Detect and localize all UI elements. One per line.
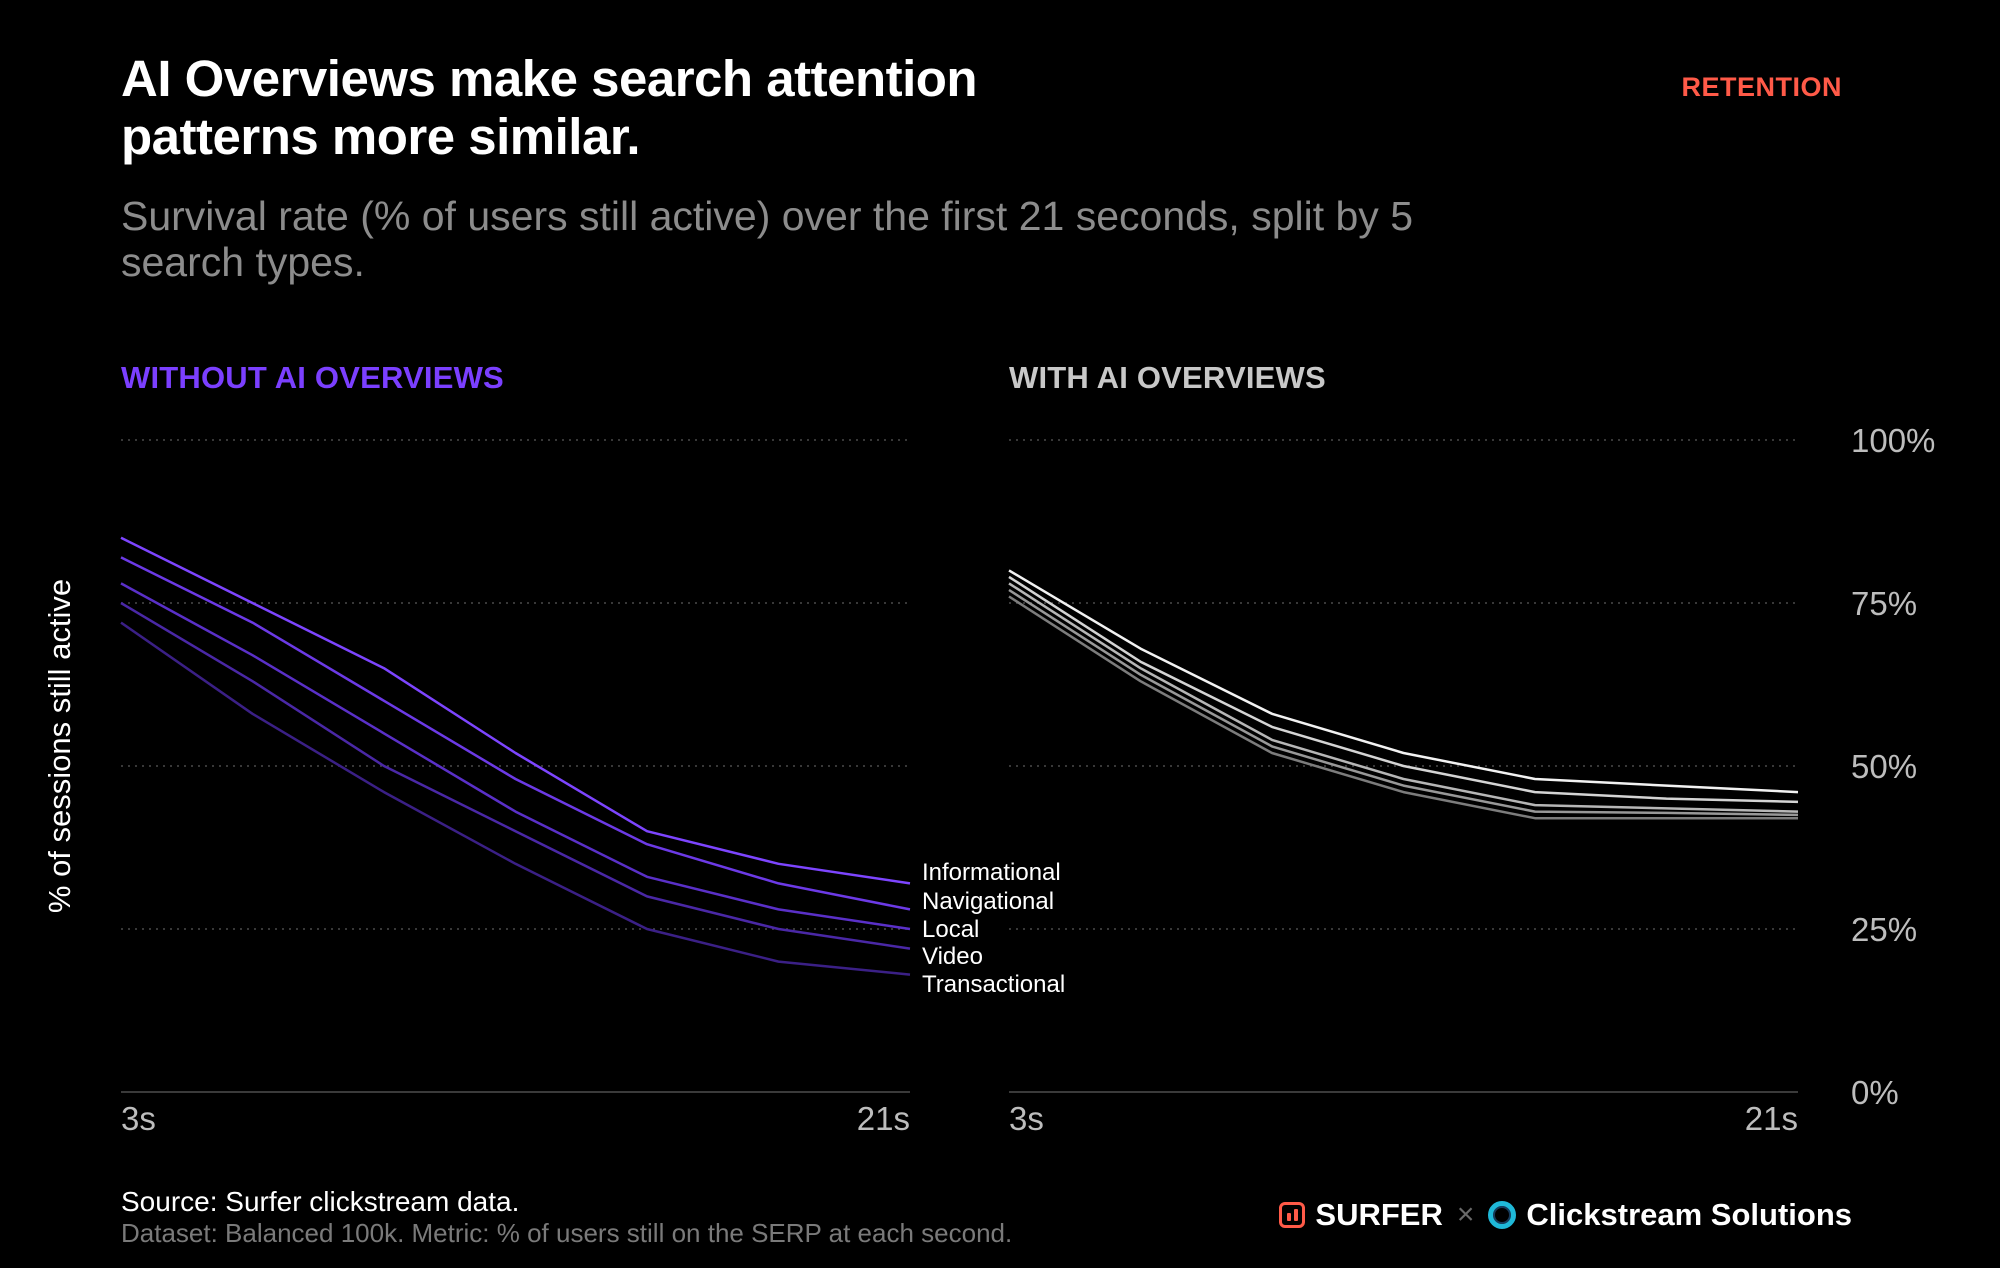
category-badge: RETENTION xyxy=(1681,72,1842,102)
series-line-without-video xyxy=(120,601,911,950)
x-tick-label-without-end: 21s xyxy=(857,1100,910,1137)
surfer-brand: SURFER xyxy=(1315,1197,1443,1232)
series-line-without-informational xyxy=(120,536,911,885)
panel-title-with: WITH AI OVERVIEWS xyxy=(1009,360,1326,395)
series-line-with-4 xyxy=(1008,588,1799,817)
series-line-with-5 xyxy=(1008,595,1798,820)
clickstream-brand: Clickstream Solutions xyxy=(1526,1197,1852,1232)
series-line-with-2 xyxy=(1008,575,1799,804)
series-label-navigational: Navigational xyxy=(922,888,1054,915)
brand-logos: SURFER × Clickstream Solutions xyxy=(1279,1197,1852,1233)
series-label-video: Video xyxy=(922,943,983,970)
dataset-note: Dataset: Balanced 100k. Metric: % of use… xyxy=(121,1218,1013,1248)
surfer-logo-icon xyxy=(1279,1202,1306,1228)
panel-title-without: WITHOUT AI OVERVIEWS xyxy=(121,360,504,395)
x-tick-label-with-start: 3s xyxy=(1009,1100,1044,1137)
series-line-without-transactional xyxy=(120,621,911,976)
series-line-without-navigational xyxy=(120,556,911,911)
y-axis-label: % of sessions still active xyxy=(42,579,77,913)
series-label-informational: Informational xyxy=(922,859,1061,886)
x-tick-label-without-start: 3s xyxy=(121,1100,156,1137)
series-line-with-3 xyxy=(1008,582,1799,813)
series-line-without-local xyxy=(120,582,911,931)
y-tick-label-0: 0% xyxy=(1851,1074,1899,1111)
y-tick-label-50: 50% xyxy=(1851,748,1917,785)
y-tick-label-25: 25% xyxy=(1851,911,1917,948)
series-line-with-1 xyxy=(1008,569,1799,794)
chart-subtitle: Survival rate (% of users still active) … xyxy=(121,193,1414,285)
series-label-transactional: Transactional xyxy=(922,971,1065,998)
chart-title: AI Overviews make search attention patte… xyxy=(121,50,978,165)
x-tick-label-with-end: 21s xyxy=(1745,1100,1798,1137)
y-tick-label-75: 75% xyxy=(1851,585,1917,622)
clickstream-logo-icon xyxy=(1488,1201,1517,1229)
series-label-local: Local xyxy=(922,916,979,943)
brand-separator: × xyxy=(1456,1198,1475,1231)
y-tick-label-100: 100% xyxy=(1851,422,1935,459)
source-note: Source: Surfer clickstream data. xyxy=(121,1186,520,1217)
